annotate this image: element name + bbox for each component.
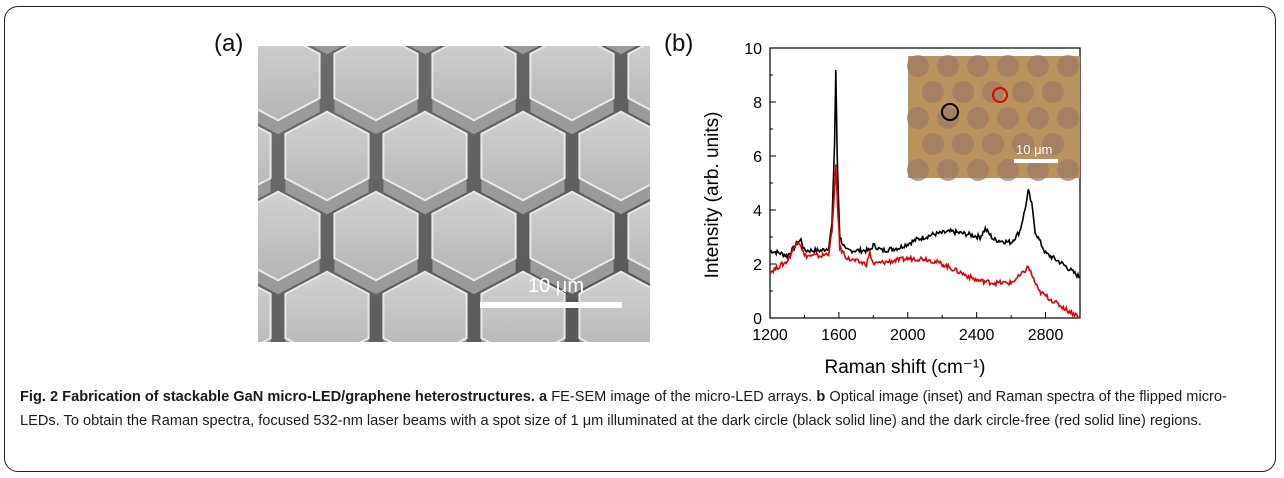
inset-dot	[1027, 55, 1049, 77]
inset-dot	[1057, 159, 1079, 181]
inset-dot	[937, 55, 959, 77]
pillar-top	[258, 126, 272, 186]
pillar-top	[284, 110, 370, 202]
pillar-side	[311, 46, 343, 55]
inset-dot	[922, 133, 944, 155]
caption-panel-b-text: Optical image (inset) and Raman spectra …	[20, 389, 1227, 429]
panel-a-label: (a)	[214, 30, 244, 57]
pillar-top	[333, 190, 419, 282]
sem-scale-label: 10 μm	[528, 275, 584, 297]
inset-dot	[967, 55, 989, 77]
inset-dot	[907, 107, 929, 129]
inset-dot	[1012, 133, 1034, 155]
x-tick-label: 2800	[1028, 327, 1064, 344]
pillar-top	[333, 46, 419, 122]
pillar-top	[382, 270, 468, 342]
chart-series	[769, 69, 1081, 319]
pillar-top	[258, 286, 272, 342]
pillar-top	[258, 46, 321, 122]
y-tick-label: 0	[753, 311, 762, 328]
red-circle-marker	[992, 87, 1008, 103]
y-tick-label: 6	[753, 149, 762, 166]
pillar-top	[480, 110, 566, 202]
spectrum-line-black	[770, 69, 1080, 280]
inset-dot	[1012, 81, 1034, 103]
pillar-top	[627, 46, 650, 111]
x-tick-label: 1200	[752, 327, 788, 344]
pillar-top	[529, 190, 615, 282]
inset-dot	[922, 81, 944, 103]
panel-b-label: (b)	[664, 30, 694, 57]
caption-panel-a-letter: a	[539, 389, 548, 405]
sem-image: 10 μm	[258, 46, 650, 342]
chart-axes: 1200 1600 2000 2400 2800 0 2 4 6 8 10	[744, 41, 1081, 344]
raman-chart: 1200 1600 2000 2400 2800 0 2 4 6 8 10 10 μm Raman …	[702, 41, 1081, 378]
pillar-top	[529, 46, 615, 122]
y-axis-label: Intensity (arb. units)	[702, 112, 723, 279]
inset-dot	[1057, 107, 1079, 129]
scale-bar	[480, 302, 622, 308]
inset-dot	[1042, 133, 1064, 155]
inset-scale-label: 10 μm	[1016, 142, 1052, 157]
pillar-top	[627, 201, 650, 271]
inset-dot	[907, 55, 929, 77]
inset-optical-image: 10 μm	[907, 55, 1080, 181]
caption-panel-b-letter: b	[816, 389, 826, 405]
inset-dot	[997, 55, 1019, 77]
y-tick-label: 2	[753, 257, 762, 274]
pillar-top	[258, 190, 321, 282]
pillar-top	[431, 190, 517, 282]
hexagon-array	[258, 46, 650, 342]
inset-dot	[967, 107, 989, 129]
y-tick-label: 4	[753, 203, 762, 220]
pillar-top	[382, 110, 468, 202]
inset-dot	[952, 133, 974, 155]
figure-frame	[4, 6, 1276, 472]
x-tick-label: 2400	[959, 327, 995, 344]
inset-dot	[982, 133, 1004, 155]
inset-dot	[1057, 55, 1079, 77]
caption-title: Fig. 2 Fabrication of stackable GaN micr…	[20, 389, 535, 405]
inset-dot	[952, 81, 974, 103]
pillar-top	[578, 110, 650, 202]
pillar-side	[507, 46, 539, 55]
x-tick-label: 2000	[890, 327, 926, 344]
spectrum-line-red	[769, 164, 1081, 319]
caption-panel-a-text: FE-SEM image of the micro-LED arrays.	[547, 389, 817, 405]
pillar-side	[409, 46, 441, 55]
inset-dot	[997, 159, 1019, 181]
inset-dot	[1042, 81, 1064, 103]
inset-dot	[1027, 107, 1049, 129]
dark-circle-marker	[941, 103, 959, 121]
x-tick-label: 1600	[821, 327, 857, 344]
inset-dot	[967, 159, 989, 181]
x-axis-label: Raman shift (cm⁻¹)	[825, 357, 986, 378]
pillar-top	[431, 46, 517, 122]
pillar-top	[284, 270, 370, 342]
inset-dot	[937, 159, 959, 181]
inset-scale-bar	[1014, 159, 1058, 163]
y-tick-label: 10	[744, 41, 762, 58]
inset-dot	[997, 107, 1019, 129]
figure-caption: Fig. 2 Fabrication of stackable GaN micr…	[20, 386, 1266, 433]
inset-dot	[907, 159, 929, 181]
inset-dot	[1027, 159, 1049, 181]
pillar-side	[605, 46, 637, 55]
y-tick-label: 8	[753, 95, 762, 112]
